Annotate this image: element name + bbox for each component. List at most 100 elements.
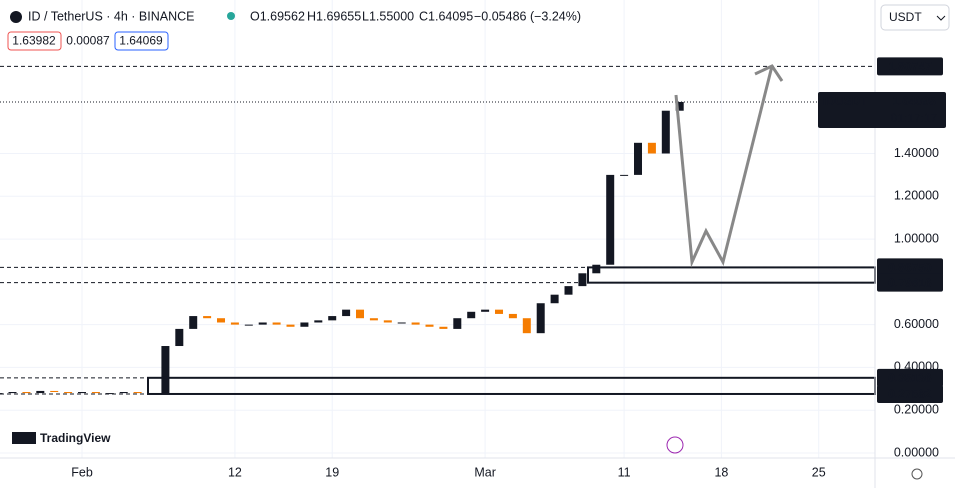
bid: 1.63982 <box>12 34 56 48</box>
x-tick-label: 18 <box>714 465 728 479</box>
grid <box>0 0 875 458</box>
x-tick-label: Feb <box>71 465 93 479</box>
candle <box>244 324 253 326</box>
level-label: 0.35136 <box>888 371 932 385</box>
candle <box>203 316 212 319</box>
dropdown-icon <box>936 15 946 21</box>
x-tick-label: 19 <box>325 465 339 479</box>
candle <box>314 320 323 323</box>
y-tick-label: 1.00000 <box>894 231 939 245</box>
y-tick-label: 0.20000 <box>894 402 939 416</box>
last-price-tag <box>818 91 946 128</box>
candle <box>397 322 406 324</box>
y-tick-label: 0.00000 <box>894 445 939 459</box>
candle <box>411 322 420 325</box>
candle <box>217 318 226 323</box>
logo: TradingView <box>40 431 111 445</box>
level-label: 0.79616 <box>888 276 932 290</box>
logo-mark <box>12 432 36 444</box>
candle <box>258 322 267 325</box>
candle <box>564 286 573 295</box>
spread: 0.00087 <box>66 34 110 48</box>
level-label: 0.27582 <box>888 387 932 401</box>
countdown: 01:17:17 <box>891 111 938 125</box>
bid-box[interactable] <box>7 31 62 51</box>
candle <box>606 174 615 265</box>
candle <box>550 294 559 304</box>
level-tag <box>877 273 943 292</box>
candle <box>328 316 337 321</box>
candle <box>342 309 351 317</box>
y-tick-label: 1.20000 <box>894 189 939 203</box>
candle <box>647 142 656 154</box>
candle <box>356 309 365 319</box>
candle <box>369 318 378 321</box>
candle <box>105 393 114 395</box>
currency-button[interactable] <box>880 4 950 31</box>
candle <box>64 392 73 394</box>
x-tick-label: 11 <box>618 465 631 479</box>
candle <box>592 264 601 274</box>
candle <box>508 313 517 319</box>
last-price-label: 1.64095 <box>892 94 936 108</box>
candle <box>133 392 142 394</box>
level-tag <box>877 368 943 387</box>
level-label: 0.86750 <box>888 261 932 275</box>
candle <box>620 174 629 176</box>
candle <box>495 309 504 314</box>
level-label: 1.80747 <box>888 60 932 74</box>
candle <box>119 392 128 394</box>
candle <box>189 316 198 329</box>
candle <box>675 101 684 111</box>
candle <box>467 311 476 319</box>
symbol: ID / TetherUS · 4h · BINANCE <box>28 9 195 23</box>
candle <box>522 318 531 334</box>
candle <box>578 273 587 287</box>
candle <box>230 322 239 325</box>
event-icon[interactable] <box>666 436 684 454</box>
candle <box>175 328 184 347</box>
settings-icon[interactable] <box>911 468 923 480</box>
candle <box>661 110 670 154</box>
candle <box>453 318 462 329</box>
candle <box>439 326 448 329</box>
level-tag <box>877 384 943 403</box>
change: −0.05486 (−3.24%) <box>474 9 581 23</box>
level-tag <box>877 57 943 76</box>
low: L1.55000 <box>362 9 414 23</box>
candle <box>286 324 295 327</box>
x-tick-label: 25 <box>812 465 826 479</box>
x-tick-label: 12 <box>228 465 242 479</box>
open: O1.69562 <box>250 9 305 23</box>
candle <box>536 303 545 334</box>
projection-arrow <box>674 65 774 268</box>
candle <box>36 390 45 394</box>
arrow-head <box>754 64 784 82</box>
candle <box>78 392 87 394</box>
series-name: IDUSDT <box>823 94 868 108</box>
level-tag <box>877 258 943 277</box>
close: C1.64095 <box>419 9 473 23</box>
y-tick-label: 0.60000 <box>894 317 939 331</box>
ask-box[interactable] <box>114 31 169 51</box>
y-tick-label: 1.40000 <box>894 146 939 160</box>
high: H1.69655 <box>307 9 361 23</box>
currency: USDT <box>889 10 922 24</box>
candle <box>481 309 490 312</box>
ask: 1.64069 <box>119 34 163 48</box>
axes: 0.000000.200000.400000.600001.000001.200… <box>71 57 946 479</box>
x-tick-label: Mar <box>474 465 496 479</box>
candle <box>425 324 434 327</box>
candle <box>161 346 170 394</box>
symbol-logo <box>10 11 22 23</box>
candle <box>91 392 100 394</box>
candle <box>8 392 17 394</box>
candle <box>300 322 309 327</box>
candle <box>272 322 281 325</box>
candle <box>634 142 643 175</box>
candle <box>50 390 59 393</box>
status-dot <box>227 12 235 20</box>
candle <box>22 392 31 394</box>
